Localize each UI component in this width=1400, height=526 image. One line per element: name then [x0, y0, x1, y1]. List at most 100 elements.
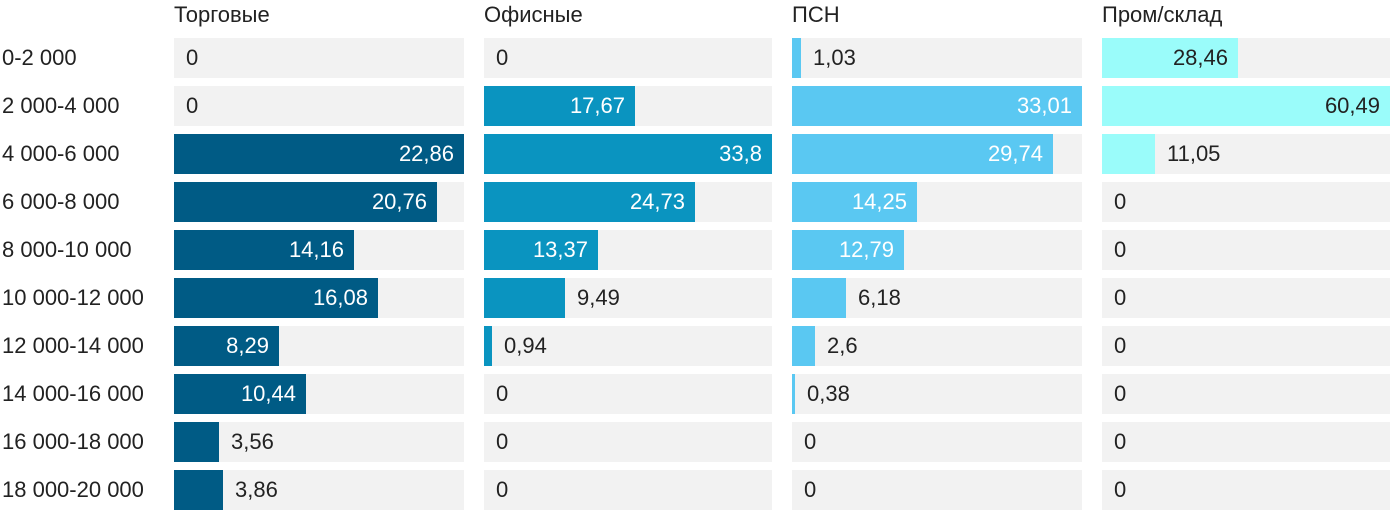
bar-track: 9,49 [484, 278, 772, 318]
bar-track: 1,03 [792, 38, 1082, 78]
category-label: 16 000-18 000 [2, 429, 144, 454]
category-label: 12 000-14 000 [2, 333, 144, 358]
bar [174, 230, 354, 270]
value-label: 12,79 [838, 237, 894, 262]
bar [174, 374, 306, 414]
bar-track: 14,25 [792, 182, 1082, 222]
value-label: 3,86 [235, 477, 278, 502]
bar [484, 278, 565, 318]
panel-title: Офисные [484, 2, 583, 27]
bar [174, 422, 219, 462]
value-label: 22,86 [398, 141, 454, 166]
panel-title: Торговые [174, 2, 270, 27]
bar [174, 182, 437, 222]
value-label: 16,08 [312, 285, 368, 310]
panel-title: ПСН [792, 2, 840, 27]
bar-track: 11,05 [1102, 134, 1390, 174]
bar-track: 60,49 [1102, 86, 1390, 126]
value-label: 0 [1114, 477, 1127, 502]
bar-track: 24,73 [484, 182, 772, 222]
panel-title: Пром/склад [1102, 2, 1223, 27]
value-label: 14,25 [851, 189, 907, 214]
value-label: 17,67 [569, 93, 625, 118]
bar-track: 3,86 [174, 470, 464, 510]
bar-track: 13,37 [484, 230, 772, 270]
bar-track: 0 [484, 374, 772, 414]
bar-track: 8,29 [174, 326, 464, 366]
bar-track: 0 [1102, 326, 1390, 366]
bar-track: 6,18 [792, 278, 1082, 318]
value-label: 10,44 [240, 381, 296, 406]
bar [484, 326, 492, 366]
category-label: 18 000-20 000 [2, 477, 144, 502]
bar-track: 0 [1102, 230, 1390, 270]
bar-track: 22,86 [174, 134, 464, 174]
value-label: 0 [496, 429, 509, 454]
bar-track: 0 [174, 38, 464, 78]
value-label: 9,49 [577, 285, 620, 310]
bar [174, 326, 279, 366]
bar-track: 2,6 [792, 326, 1082, 366]
bar [792, 326, 815, 366]
bar [792, 182, 917, 222]
bar [1102, 38, 1238, 78]
value-label: 0,38 [807, 381, 850, 406]
bar [484, 182, 695, 222]
bar-track: 14,16 [174, 230, 464, 270]
category-label: 14 000-16 000 [2, 381, 144, 406]
bar [174, 134, 464, 174]
value-label: 0 [496, 381, 509, 406]
bar [484, 230, 598, 270]
value-label: 33,8 [719, 141, 762, 166]
bar-track: 0,94 [484, 326, 772, 366]
bar-track: 0 [1102, 470, 1390, 510]
value-label: 0 [1114, 285, 1127, 310]
bar-track: 0,38 [792, 374, 1082, 414]
bar-track: 0 [484, 422, 772, 462]
value-label: 0,94 [504, 333, 547, 358]
bar [792, 38, 801, 78]
bar [1102, 134, 1155, 174]
value-label: 13,37 [532, 237, 588, 262]
bar-track: 3,56 [174, 422, 464, 462]
bar [484, 86, 635, 126]
bar-track: 0 [1102, 278, 1390, 318]
bar [484, 134, 772, 174]
value-label: 60,49 [1324, 93, 1380, 118]
category-label: 2 000-4 000 [2, 93, 120, 118]
bar-track: 33,8 [484, 134, 772, 174]
value-label: 29,74 [987, 141, 1043, 166]
value-label: 0 [1114, 429, 1127, 454]
bar-track: 0 [484, 470, 772, 510]
bar [792, 374, 795, 414]
bar-track: 10,44 [174, 374, 464, 414]
value-label: 0 [1114, 333, 1127, 358]
value-label: 20,76 [371, 189, 427, 214]
bar [792, 134, 1053, 174]
bar-track: 33,01 [792, 86, 1082, 126]
value-label: 0 [1114, 237, 1127, 262]
value-label: 0 [496, 45, 509, 70]
category-label: 6 000-8 000 [2, 189, 120, 214]
bar-track: 0 [174, 86, 464, 126]
bar [174, 278, 378, 318]
value-label: 8,29 [226, 333, 269, 358]
bar-track: 29,74 [792, 134, 1082, 174]
bar-track: 16,08 [174, 278, 464, 318]
value-label: 0 [804, 429, 817, 454]
value-label: 33,01 [1016, 93, 1072, 118]
bar [792, 86, 1082, 126]
category-label: 8 000-10 000 [2, 237, 132, 262]
bar [1102, 86, 1390, 126]
bar [792, 230, 904, 270]
value-label: 28,46 [1172, 45, 1228, 70]
value-label: 0 [1114, 381, 1127, 406]
bar-track: 28,46 [1102, 38, 1390, 78]
category-label: 0-2 000 [2, 45, 77, 70]
bar-track: 0 [484, 38, 772, 78]
bar [174, 470, 223, 510]
value-label: 0 [496, 477, 509, 502]
bar-track: 0 [792, 422, 1082, 462]
bar-track: 0 [1102, 374, 1390, 414]
category-label: 4 000-6 000 [2, 141, 120, 166]
